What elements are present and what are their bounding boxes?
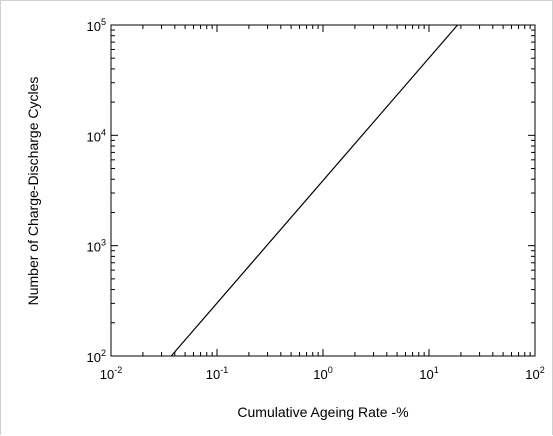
y-tick-label: 103 (87, 238, 106, 255)
y-axis-label: Number of Charge-Discharge Cycles (25, 77, 41, 306)
minor-ticks (111, 25, 535, 356)
x-tick-label: 102 (525, 365, 544, 382)
x-tick-label: 10-2 (100, 365, 122, 382)
y-tick-labels: 102 103 104 105 (87, 17, 106, 365)
y-tick-label: 105 (87, 17, 106, 34)
major-ticks (110, 24, 536, 357)
x-axis-label: Cumulative Ageing Rate -% (237, 404, 408, 420)
y-tick-label: 104 (87, 127, 106, 144)
x-tick-label: 101 (419, 365, 438, 382)
x-tick-label: 10-1 (206, 365, 228, 382)
x-tick-label: 100 (313, 365, 332, 382)
x-tick-labels: 10-2 10-1 100 101 102 (100, 365, 545, 382)
series-layer (170, 24, 459, 357)
series-line (170, 24, 459, 357)
plot-area (110, 24, 536, 357)
y-tick-label: 102 (87, 348, 106, 365)
